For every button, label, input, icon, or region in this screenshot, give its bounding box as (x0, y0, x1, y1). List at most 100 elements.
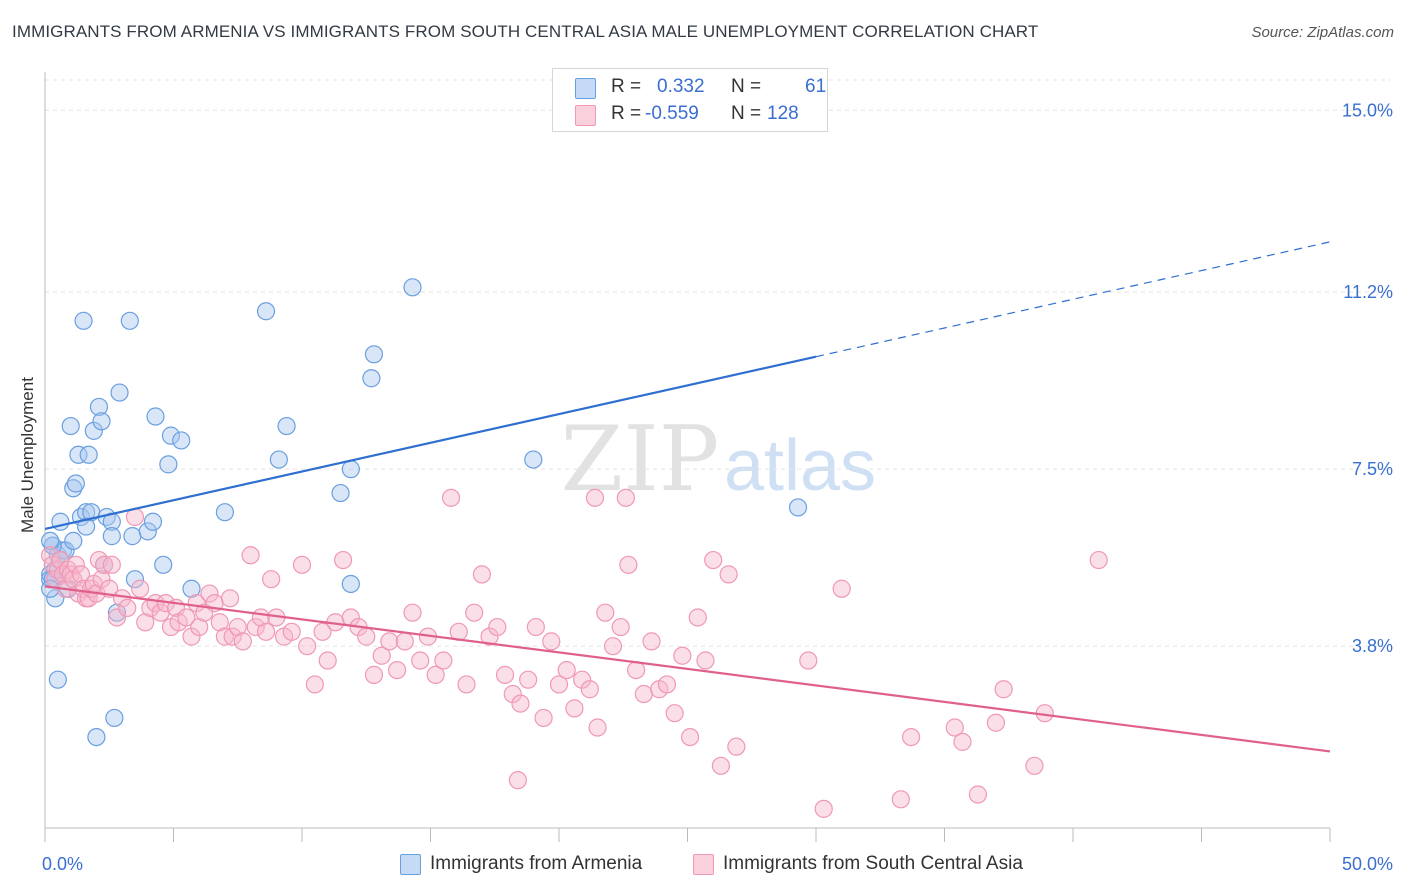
point-south-central-asia (968, 785, 988, 804)
point-armenia (74, 311, 93, 330)
point-south-central-asia (118, 598, 137, 617)
point-armenia (41, 531, 60, 551)
point-armenia (341, 574, 360, 594)
point-armenia (138, 522, 157, 541)
point-armenia (61, 416, 80, 436)
point-south-central-asia (814, 799, 833, 818)
point-south-central-asia (511, 694, 530, 713)
point-south-central-asia (282, 622, 301, 641)
point-south-central-asia (102, 555, 121, 574)
point-south-central-asia (945, 718, 964, 737)
point-south-central-asia (704, 550, 723, 570)
point-south-central-asia (441, 488, 461, 507)
point-south-central-asia (426, 665, 445, 684)
point-south-central-asia (680, 727, 700, 747)
point-south-central-asia (241, 546, 260, 565)
point-armenia (364, 345, 384, 364)
point-south-central-asia (223, 627, 242, 646)
point-armenia (69, 445, 88, 464)
point-armenia (182, 579, 201, 598)
point-south-central-asia (696, 651, 715, 670)
source-label: Source: ZipAtlas.com (1251, 24, 1394, 41)
point-south-central-asia (603, 637, 623, 656)
x-tick-label: 50.0% (1342, 854, 1393, 874)
point-armenia (79, 445, 98, 464)
point-south-central-asia (508, 771, 527, 790)
point-south-central-asia (233, 632, 252, 651)
point-armenia (256, 302, 276, 321)
point-south-central-asia (66, 555, 85, 574)
point-south-central-asia (611, 617, 630, 637)
legend-n-value: 128 (767, 103, 799, 124)
point-south-central-asia (719, 565, 738, 584)
point-armenia (48, 670, 67, 689)
point-armenia (107, 603, 127, 622)
bottom-legend-swatch-south-central-asia (693, 854, 714, 875)
legend-r-label: R = (611, 103, 642, 124)
point-armenia (110, 383, 129, 402)
point-south-central-asia (434, 651, 453, 670)
point-south-central-asia (136, 613, 155, 632)
point-south-central-asia (711, 756, 731, 775)
point-south-central-asia (665, 704, 684, 723)
legend-r-value: -0.559 (645, 103, 699, 124)
point-south-central-asia (262, 570, 281, 589)
point-armenia (89, 397, 109, 417)
point-south-central-asia (305, 675, 324, 694)
point-armenia (102, 527, 121, 546)
point-south-central-asia (71, 565, 91, 584)
point-south-central-asia (986, 713, 1006, 732)
point-south-central-asia (465, 603, 484, 622)
point-armenia (331, 483, 350, 503)
point-south-central-asia (549, 675, 569, 694)
point-armenia (123, 527, 142, 546)
legend-n-label: N = (731, 76, 762, 97)
point-south-central-asia (364, 665, 384, 684)
point-south-central-asia (177, 608, 196, 627)
point-south-central-asia (573, 670, 592, 689)
point-south-central-asia (727, 737, 746, 756)
legend-n-label: N = (731, 103, 762, 124)
legend-r-label: R = (611, 76, 642, 97)
point-south-central-asia (215, 627, 234, 646)
point-armenia (84, 421, 103, 440)
point-south-central-asia (130, 579, 150, 598)
point-south-central-asia (334, 550, 353, 570)
point-armenia (66, 474, 85, 493)
legend-r-value: 0.332 (657, 76, 705, 97)
point-south-central-asia (596, 603, 615, 622)
point-armenia (277, 416, 296, 436)
point-armenia (64, 479, 83, 498)
point-south-central-asia (387, 661, 407, 680)
point-south-central-asia (953, 732, 972, 751)
point-armenia (125, 570, 145, 589)
point-south-central-asia (357, 627, 376, 646)
point-south-central-asia (526, 617, 545, 637)
watermark-atlas: atlas (724, 426, 876, 506)
point-south-central-asia (503, 684, 522, 704)
trendline-armenia (44, 355, 817, 531)
point-south-central-asia (256, 622, 276, 641)
y-tick-label: 7.5% (1352, 459, 1393, 479)
y-tick-label: 11.2% (1343, 282, 1393, 302)
point-armenia (154, 555, 173, 574)
point-south-central-asia (380, 632, 399, 651)
point-south-central-asia (657, 675, 677, 694)
point-armenia (143, 512, 163, 531)
point-south-central-asia (799, 651, 818, 670)
point-armenia (161, 426, 181, 445)
point-south-central-asia (318, 651, 337, 670)
point-south-central-asia (542, 632, 561, 651)
point-armenia (403, 278, 422, 297)
point-south-central-asia (292, 555, 312, 574)
point-south-central-asia (61, 565, 80, 584)
point-armenia (341, 460, 360, 479)
point-south-central-asia (411, 651, 430, 670)
point-south-central-asia (200, 584, 219, 603)
point-south-central-asia (488, 617, 507, 637)
point-south-central-asia (832, 579, 851, 598)
point-south-central-asia (92, 570, 111, 589)
legend-n-value: 61 (805, 76, 827, 97)
point-armenia (788, 498, 808, 517)
